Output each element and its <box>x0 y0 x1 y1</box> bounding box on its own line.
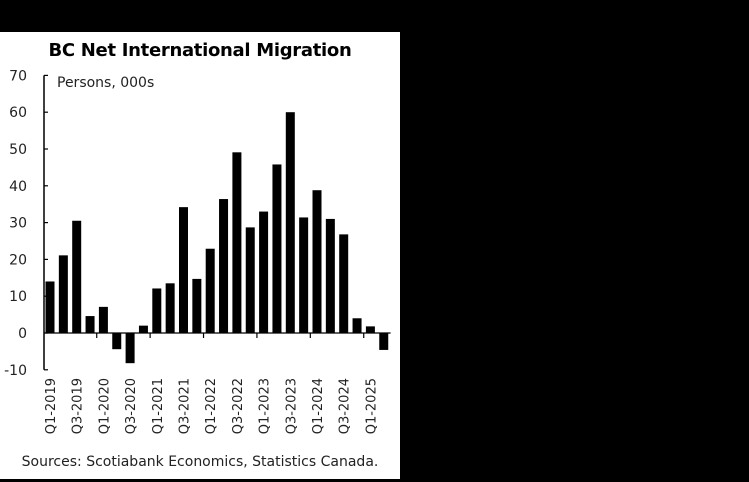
y-tick-label: 30 <box>9 216 27 232</box>
bar-Q3-2020 <box>125 333 135 364</box>
bar-Q3-2024 <box>339 234 349 333</box>
y-tick-label: 10 <box>9 289 27 305</box>
x-tick-label: Q3-2024 <box>338 378 353 434</box>
bar-Q4-2019 <box>85 316 95 333</box>
source-note: Sources: Scotiabank Economics, Statistic… <box>21 454 379 470</box>
y-axis-unit-label: Persons, 000s <box>57 75 155 91</box>
x-tick-label: Q3-2019 <box>71 378 86 434</box>
bar-Q4-2020 <box>138 325 148 333</box>
y-tick-label: 40 <box>9 179 27 195</box>
bar-Q3-2019 <box>72 220 82 333</box>
bar-Q1-2024 <box>312 190 322 333</box>
bar-Q4-2021 <box>192 278 202 333</box>
x-tick-label: Q1-2023 <box>258 378 273 434</box>
bar-Q1-2022 <box>205 248 215 333</box>
bar-Q2-2024 <box>325 218 335 333</box>
x-tick-label: Q1-2024 <box>311 378 326 434</box>
x-tick-label: Q3-2022 <box>231 378 246 434</box>
bar-Q2-2021 <box>165 283 175 333</box>
y-tick-label: 50 <box>9 142 27 158</box>
bar-Q2-2019 <box>58 255 68 333</box>
bar-Q2-2020 <box>112 333 122 350</box>
y-tick-label: -10 <box>4 363 27 379</box>
bar-Q2-2022 <box>219 199 229 333</box>
bar-Q3-2023 <box>285 112 295 333</box>
x-tick-label: Q3-2023 <box>284 378 299 434</box>
y-tick-label: 60 <box>9 105 27 121</box>
x-tick-label: Q3-2020 <box>124 378 139 434</box>
bar-chart: 70 60 50 40 30 20 10 0 -10 Q1-2019 Q3-2019 Q1-2020 Q… <box>4 68 391 434</box>
bar-Q3-2022 <box>232 152 242 333</box>
x-tick-label: Q1-2019 <box>44 378 59 434</box>
x-tick-label: Q1-2025 <box>364 378 379 434</box>
x-tick-label: Q1-2021 <box>151 378 166 434</box>
y-tick-label: 0 <box>18 326 27 342</box>
bar-Q1-2023 <box>259 211 269 333</box>
x-tick-label: Q1-2020 <box>97 378 112 434</box>
bar-Q1-2025 <box>365 326 375 333</box>
bar-Q2-2025 <box>379 333 389 350</box>
bar-Q4-2024 <box>352 318 362 333</box>
bar-Q4-2023 <box>299 217 309 333</box>
x-tick-label: Q1-2022 <box>204 378 219 434</box>
y-tick-label: 70 <box>9 68 27 84</box>
chart-panel: BC Net International Migration 70 60 50 40 3… <box>0 32 400 479</box>
bar-Q3-2021 <box>179 207 188 333</box>
bar-Q4-2022 <box>245 227 255 333</box>
y-tick-label: 20 <box>9 252 27 268</box>
bar-Q1-2021 <box>152 288 162 333</box>
bar-Q1-2020 <box>98 306 108 333</box>
x-tick-label: Q3-2021 <box>178 378 193 434</box>
bar-Q2-2023 <box>272 164 282 333</box>
bar-Q1-2019 <box>45 281 55 333</box>
chart-title: BC Net International Migration <box>48 40 352 61</box>
